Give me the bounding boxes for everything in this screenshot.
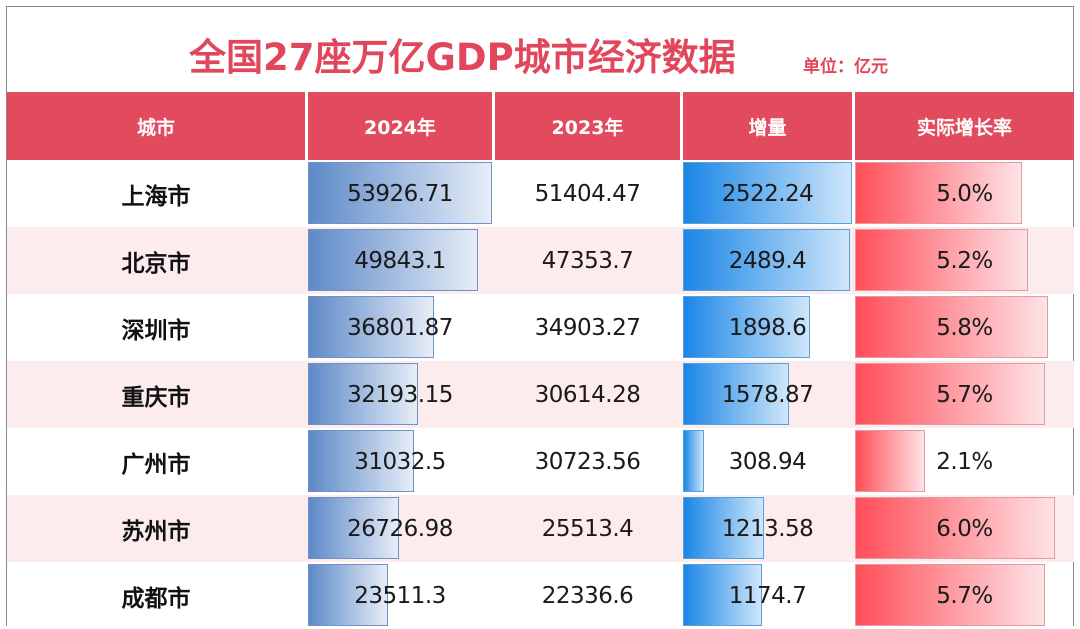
table-row: 上海市 53926.71 51404.47 2522.24 5.0% — [7, 160, 1074, 227]
gdp-2023-value: 51404.47 — [534, 180, 641, 207]
gdp-2024-value: 31032.5 — [354, 448, 446, 475]
gdp-2024-data-bar — [308, 497, 399, 559]
increase-value: 2489.4 — [728, 247, 807, 274]
increase-data-bar — [683, 363, 789, 425]
city-name: 成都市 — [121, 585, 191, 612]
increase-value: 2522.24 — [721, 180, 814, 207]
growth-rate-data-bar — [855, 497, 1055, 559]
growth-rate-data-bar — [855, 296, 1048, 358]
growth-rate-data-bar — [855, 162, 1022, 224]
growth-rate-value: 5.7% — [936, 381, 993, 408]
gdp-2024-value: 32193.15 — [347, 381, 453, 408]
growth-rate-value: 5.8% — [936, 314, 993, 341]
growth-rate-data-bar — [855, 430, 925, 492]
table-row: 深圳市 36801.87 34903.27 1898.6 5.8% — [7, 294, 1074, 361]
table-row: 广州市 31032.5 30723.56 308.94 2.1% — [7, 428, 1074, 495]
gdp-2024-data-bar — [308, 430, 414, 492]
increase-data-bar — [683, 430, 704, 492]
city-name: 广州市 — [121, 451, 191, 478]
header-gdp-2024: 2024年 — [308, 92, 492, 160]
growth-rate-value: 2.1% — [936, 448, 993, 475]
gdp-2024-value: 36801.87 — [347, 314, 453, 341]
gdp-2024-data-bar — [308, 296, 434, 358]
city-name: 上海市 — [121, 183, 191, 210]
table-row: 重庆市 32193.15 30614.28 1578.87 5.7% — [7, 361, 1074, 428]
increase-value: 1174.7 — [728, 582, 807, 609]
page-title: 全国27座万亿GDP城市经济数据 — [189, 36, 736, 79]
gdp-2024-data-bar — [308, 363, 418, 425]
gdp-2024-value: 53926.71 — [347, 180, 453, 207]
gdp-2023-value: 30614.28 — [534, 381, 641, 408]
increase-value: 1213.58 — [721, 515, 814, 542]
growth-rate-data-bar — [855, 363, 1045, 425]
gdp-2023-value: 22336.6 — [541, 582, 634, 609]
unit-label: 单位：亿元 — [803, 57, 888, 77]
gdp-2023-value: 34903.27 — [534, 314, 641, 341]
growth-rate-value: 5.2% — [936, 247, 993, 274]
gdp-2023-value: 30723.56 — [534, 448, 641, 475]
table-header: 城市 2024年 2023年 增量 实际增长率 — [7, 92, 1074, 160]
city-name: 深圳市 — [121, 317, 191, 344]
increase-value: 1578.87 — [721, 381, 814, 408]
increase-data-bar — [683, 162, 852, 224]
gdp-2024-value: 23511.3 — [354, 582, 446, 609]
increase-data-bar — [683, 229, 850, 291]
gdp-2023-value: 47353.7 — [541, 247, 634, 274]
city-name: 重庆市 — [121, 384, 191, 411]
increase-value: 1898.6 — [728, 314, 807, 341]
growth-rate-data-bar — [855, 229, 1028, 291]
growth-rate-value: 5.7% — [936, 582, 993, 609]
increase-data-bar — [683, 296, 810, 358]
header-city: 城市 — [7, 92, 305, 160]
city-name: 北京市 — [121, 250, 191, 277]
increase-value: 308.94 — [728, 448, 807, 475]
header-increase: 增量 — [683, 92, 852, 160]
gdp-2024-data-bar — [308, 229, 478, 291]
table-row: 北京市 49843.1 47353.7 2489.4 5.2% — [7, 227, 1074, 294]
increase-data-bar — [683, 497, 764, 559]
header-gdp-2023: 2023年 — [495, 92, 680, 160]
growth-rate-value: 6.0% — [936, 515, 993, 542]
growth-rate-value: 5.0% — [936, 180, 993, 207]
table-row: 苏州市 26726.98 25513.4 1213.58 6.0% — [7, 495, 1074, 562]
gdp-2024-value: 49843.1 — [354, 247, 446, 274]
header-growth-rate: 实际增长率 — [855, 92, 1074, 160]
title-row: 全国27座万亿GDP城市经济数据 单位：亿元 — [7, 7, 1074, 92]
city-name: 苏州市 — [121, 518, 191, 545]
gdp-2023-value: 25513.4 — [541, 515, 634, 542]
table-row: 成都市 23511.3 22336.6 1174.7 5.7% — [7, 562, 1074, 629]
gdp-2024-value: 26726.98 — [347, 515, 453, 542]
gdp-2024-data-bar — [308, 162, 492, 224]
